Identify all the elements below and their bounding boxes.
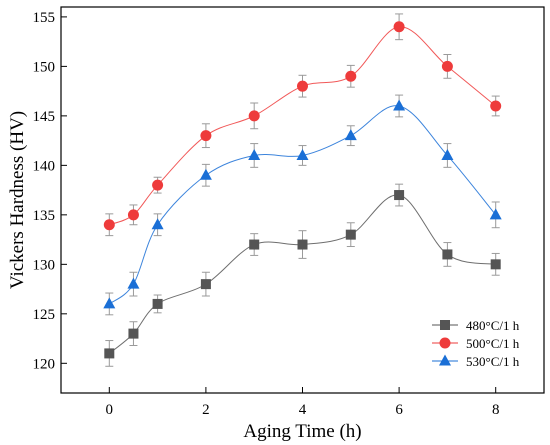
x-tick-label: 2 [202,402,210,418]
data-point-500-c-1-h [127,209,139,221]
data-point-530-c-1-h [103,297,116,309]
data-point-480-c-1-h [394,190,405,201]
legend-label-500-c-1-h: 500°C/1 h [466,336,520,351]
data-point-480-c-1-h [128,328,139,339]
data-markers [103,21,502,359]
data-point-530-c-1-h [248,148,261,160]
legend-marker-530-c-1-h [439,354,451,366]
error-bars [105,13,500,367]
data-point-480-c-1-h [249,239,260,250]
data-point-500-c-1-h [297,80,308,92]
data-point-500-c-1-h [345,70,357,82]
y-tick-label: 130 [33,257,56,273]
x-tick-label: 4 [299,402,307,418]
y-tick-label: 135 [33,208,56,224]
data-point-500-c-1-h [441,60,453,72]
x-tick-label: 0 [106,402,114,418]
legend-label-480-c-1-h: 480°C/1 h [466,318,520,333]
y-tick-label: 140 [33,158,56,174]
data-point-480-c-1-h [200,279,211,290]
y-tick-label: 120 [33,356,56,372]
series-line-500-c-1-h [109,26,497,226]
y-tick-label: 150 [33,59,56,75]
series-line-480-c-1-h [108,194,496,354]
x-tick-label: 8 [492,402,500,418]
data-point-530-c-1-h [344,129,357,141]
data-point-480-c-1-h [104,348,115,359]
data-point-530-c-1-h [199,168,212,180]
y-tick-label: 125 [33,307,56,323]
data-point-530-c-1-h [151,218,164,230]
legend: 480°C/1 h 500°C/1 h 530°C/1 h [432,318,520,369]
x-axis-label: Aging Time (h) [243,421,361,442]
series-line-530-c-1-h [108,105,497,305]
data-point-530-c-1-h [127,277,140,289]
legend-label-530-c-1-h: 530°C/1 h [466,354,520,369]
data-point-480-c-1-h [345,229,356,240]
x-axis-ticks: 0 2 4 6 8 [106,387,500,418]
legend-marker-500-c-1-h [439,337,451,349]
data-point-480-c-1-h [490,259,501,270]
data-point-500-c-1-h [490,100,502,112]
data-point-480-c-1-h [297,239,308,250]
data-point-530-c-1-h [489,208,502,220]
data-point-500-c-1-h [200,130,212,142]
data-point-480-c-1-h [152,298,163,309]
data-point-500-c-1-h [393,21,405,33]
data-point-500-c-1-h [152,179,164,191]
data-point-480-c-1-h [442,249,453,260]
data-point-530-c-1-h [393,99,406,111]
data-point-500-c-1-h [103,219,115,231]
data-point-530-c-1-h [441,148,454,160]
data-point-530-c-1-h [296,148,309,160]
y-axis-ticks: 120 125 130 135 140 145 150 155 [33,10,67,372]
y-axis-label: Vickers Hardness (HV) [7,111,28,289]
data-point-500-c-1-h [248,110,260,122]
y-tick-label: 145 [33,109,56,125]
y-tick-label: 155 [33,10,56,26]
x-tick-label: 6 [395,402,403,418]
series-curves [108,26,497,354]
legend-marker-480-c-1-h [440,320,450,330]
